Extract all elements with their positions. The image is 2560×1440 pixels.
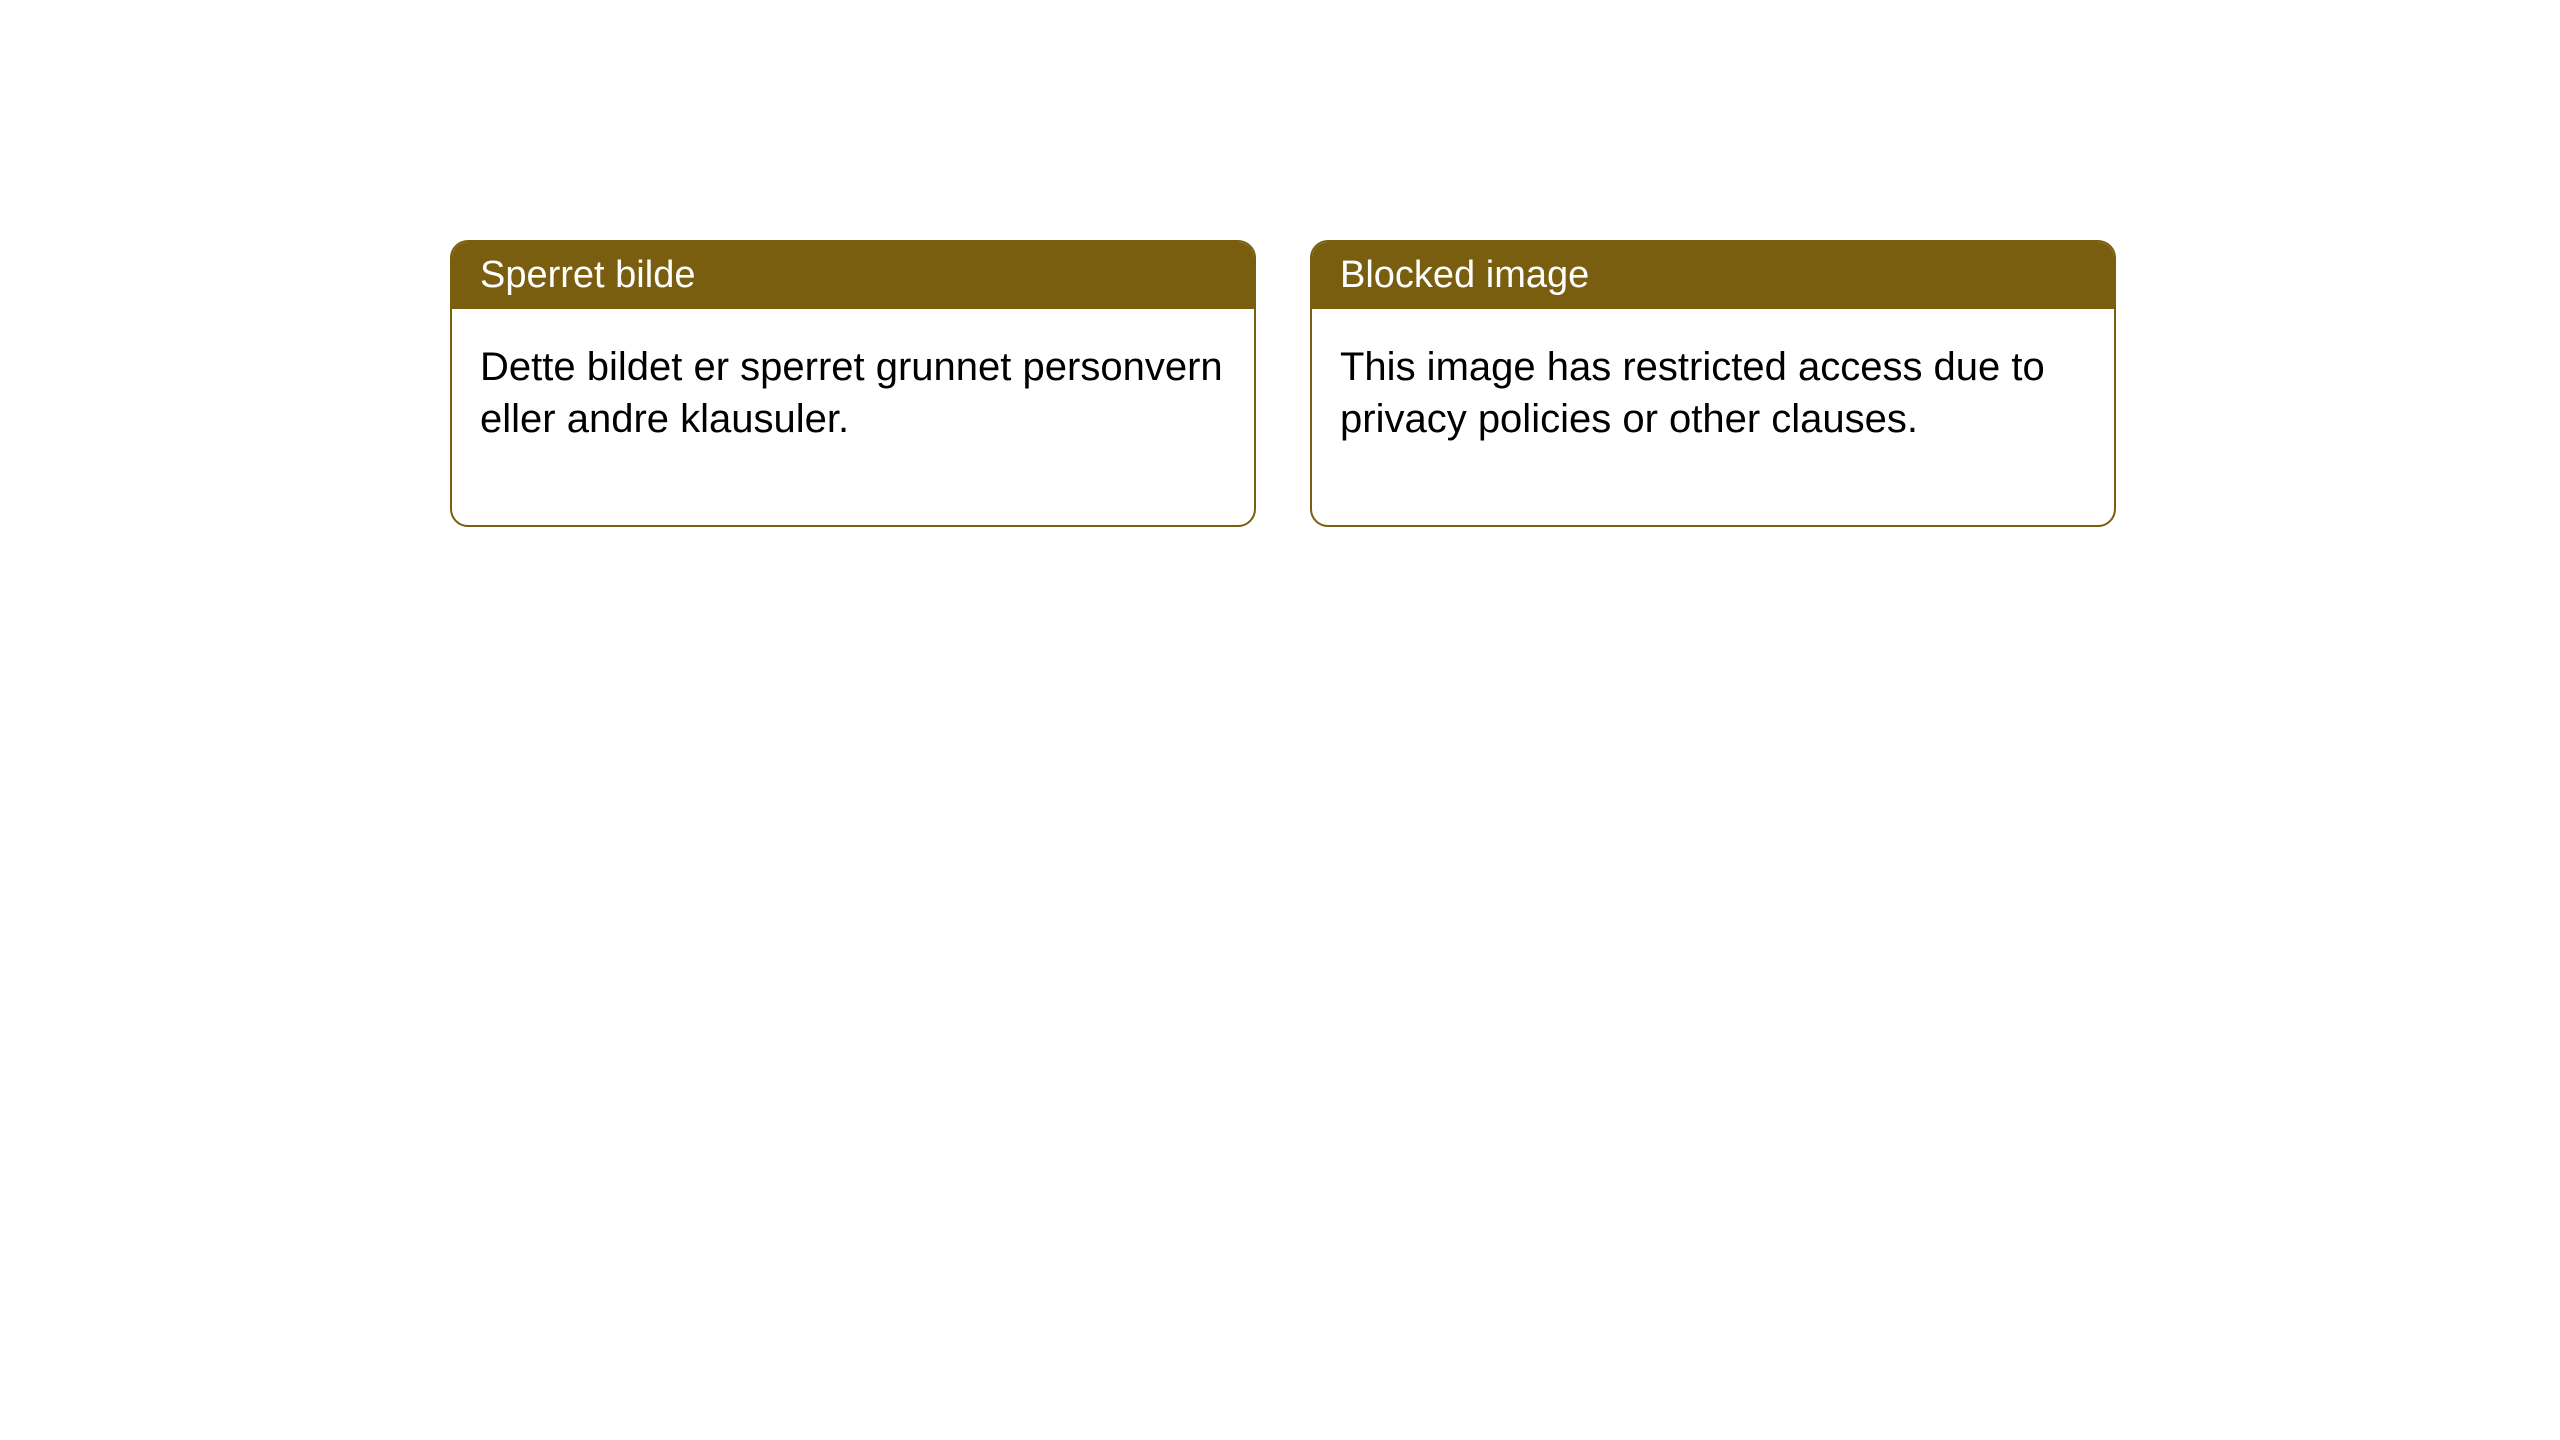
card-body: This image has restricted access due to …	[1312, 309, 2114, 525]
card-body: Dette bildet er sperret grunnet personve…	[452, 309, 1254, 525]
notice-card-norwegian: Sperret bilde Dette bildet er sperret gr…	[450, 240, 1256, 527]
card-body-text: Dette bildet er sperret grunnet personve…	[480, 345, 1223, 441]
card-body-text: This image has restricted access due to …	[1340, 345, 2045, 441]
card-title: Blocked image	[1340, 254, 1589, 296]
notice-card-english: Blocked image This image has restricted …	[1310, 240, 2116, 527]
card-header: Blocked image	[1312, 242, 2114, 309]
card-header: Sperret bilde	[452, 242, 1254, 309]
notice-cards-container: Sperret bilde Dette bildet er sperret gr…	[450, 240, 2116, 527]
card-title: Sperret bilde	[480, 254, 695, 296]
